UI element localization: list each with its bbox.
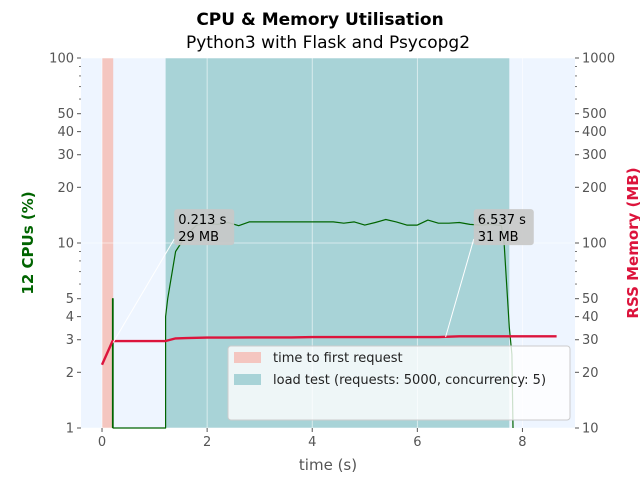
legend-label-load-test: load test (requests: 5000, concurrency: … [273,373,546,388]
annotation-box [174,209,235,246]
y-right-tick-label: 20 [582,366,599,381]
axis-ticks: 0 2 4 6 8 1 2 3 4 5 10 20 30 40 50 100 10 20 30 40 50 100 200 3… [49,52,615,451]
x-axis-label: time (s) [299,456,357,474]
x-tick-label: 2 [203,435,211,450]
x-tick-label: 8 [518,435,526,450]
x-tick-label: 6 [413,435,421,450]
legend-label-first-request: time to first request [273,351,403,366]
y-left-tick-label: 10 [57,237,74,252]
y-right-tick-label: 10 [582,422,599,437]
y-right-tick-label: 30 [582,333,599,348]
y-axis-right-label: RSS Memory (MB) [624,167,640,318]
y-right-tick-label: 300 [582,148,607,163]
annotation-text: 31 MB [478,230,519,245]
x-tick-label: 0 [98,435,106,450]
y-left-tick-label: 5 [66,292,74,307]
annotation-pointer [112,238,175,343]
legend-swatch-load-test [234,374,261,385]
y-right-tick-label: 100 [582,237,607,252]
legend-box [227,345,571,421]
chart-title: CPU & Memory Utilisation [196,10,443,30]
annotation-text: 29 MB [178,230,219,245]
y-axis-left-label: 12 CPUs (%) [19,191,37,294]
annotation-pointer [445,238,475,338]
x-tick-label: 4 [308,435,316,450]
annotation-text: 0.213 s [178,213,226,228]
y-right-tick-label: 500 [582,107,607,122]
memory-usage-line [100,335,557,366]
y-right-tick-label: 40 [582,310,599,325]
cpu-usage-line [111,218,514,429]
y-left-tick-label: 1 [66,422,74,437]
chart-legend: time to first request load test (request… [227,345,571,421]
y-left-tick-label: 3 [66,333,74,348]
y-right-tick-label: 200 [582,181,607,196]
data-series [100,218,557,429]
y-left-tick-label: 50 [57,107,74,122]
y-left-tick-label: 2 [66,366,74,381]
y-left-tick-label: 20 [57,181,74,196]
annotation-box [473,209,534,246]
chart-subtitle: Python3 with Flask and Psycopg2 [186,33,470,53]
y-right-tick-label: 1000 [582,52,615,67]
y-right-tick-label: 400 [582,125,607,140]
annotation-text: 6.537 s [478,213,526,228]
y-left-tick-label: 4 [66,310,74,325]
annotations: 0.213 s 29 MB 6.537 s 31 MB [112,209,534,343]
y-left-tick-label: 40 [57,125,74,140]
y-left-tick-label: 30 [57,148,74,163]
legend-swatch-first-request [234,352,261,363]
y-left-tick-label: 100 [49,52,74,67]
y-right-tick-label: 50 [582,292,599,307]
